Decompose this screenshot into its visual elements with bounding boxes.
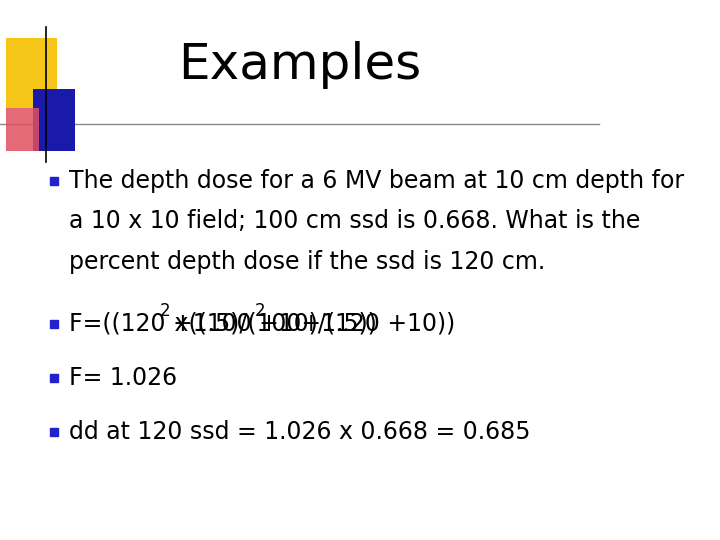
- FancyBboxPatch shape: [33, 89, 75, 151]
- Text: x((100 +10)/(120 +10)): x((100 +10)/(120 +10)): [167, 312, 455, 336]
- Text: The depth dose for a 6 MV beam at 10 cm depth for: The depth dose for a 6 MV beam at 10 cm …: [69, 169, 684, 193]
- Text: 2: 2: [160, 301, 171, 320]
- FancyBboxPatch shape: [6, 108, 39, 151]
- Text: dd at 120 ssd = 1.026 x 0.668 = 0.685: dd at 120 ssd = 1.026 x 0.668 = 0.685: [69, 420, 531, 444]
- Text: 2: 2: [254, 301, 265, 320]
- FancyBboxPatch shape: [6, 38, 57, 108]
- Text: F=((120 +1.5)/(100+1.5)): F=((120 +1.5)/(100+1.5)): [69, 312, 377, 336]
- Text: percent depth dose if the ssd is 120 cm.: percent depth dose if the ssd is 120 cm.: [69, 250, 545, 274]
- Text: F= 1.026: F= 1.026: [69, 366, 177, 390]
- Text: a 10 x 10 field; 100 cm ssd is 0.668. What is the: a 10 x 10 field; 100 cm ssd is 0.668. Wh…: [69, 210, 640, 233]
- Text: Examples: Examples: [178, 41, 421, 89]
